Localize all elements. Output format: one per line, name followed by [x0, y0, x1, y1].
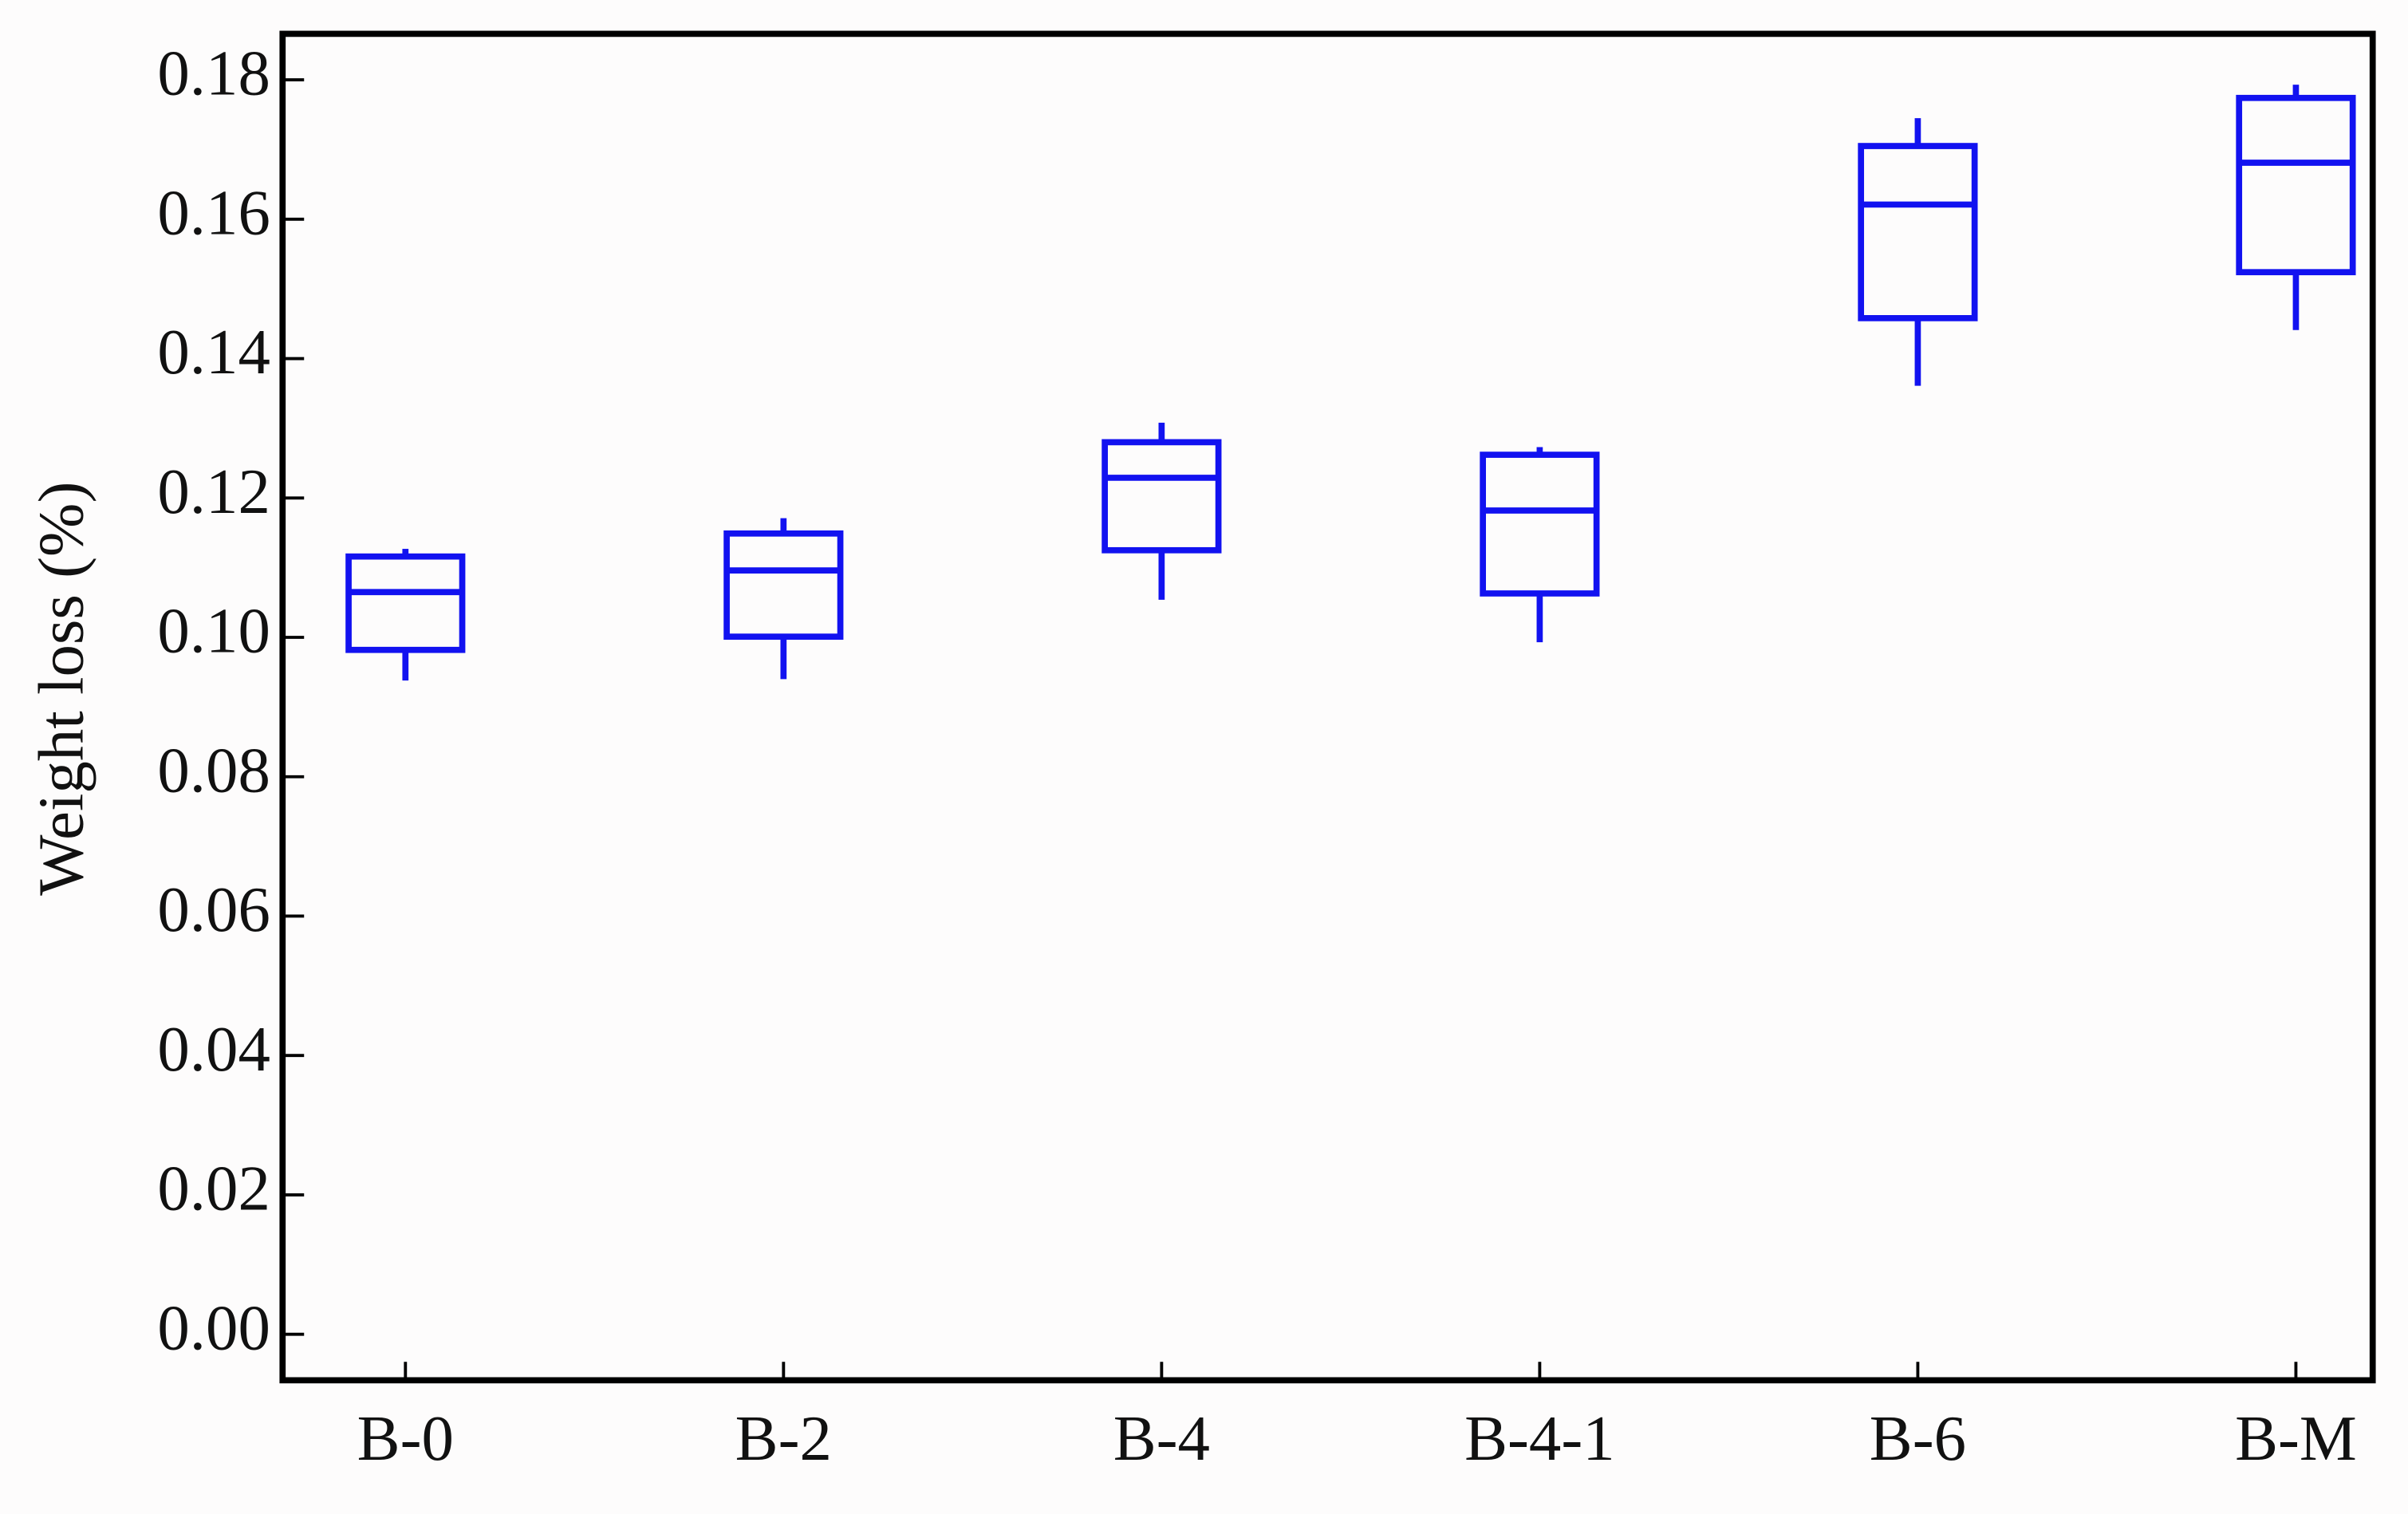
y-tick-label: 0.10: [157, 596, 270, 667]
x-tick-label: B-2: [735, 1403, 832, 1474]
y-tick-label: 0.16: [157, 177, 270, 248]
y-tick-label: 0.00: [157, 1292, 270, 1363]
box: [1480, 451, 1600, 597]
x-tick-label: B-4: [1113, 1403, 1210, 1474]
y-tick-label: 0.14: [157, 317, 270, 388]
y-tick-label: 0.08: [157, 735, 270, 806]
box: [345, 553, 466, 653]
y-tick-label: 0.04: [157, 1014, 270, 1085]
box: [2236, 94, 2356, 276]
x-tick-label: B-6: [1870, 1403, 1966, 1474]
box: [723, 530, 844, 640]
box: [1102, 439, 1222, 554]
x-tick-label: B-0: [357, 1403, 454, 1474]
x-tick-label: B-M: [2235, 1403, 2357, 1474]
box: [1858, 143, 1978, 321]
plot-frame: [279, 30, 2376, 1384]
y-tick-label: 0.02: [157, 1153, 270, 1224]
y-tick-label: 0.18: [157, 38, 270, 109]
y-tick-label: 0.12: [157, 456, 270, 527]
y-axis-label: Weight loss (%): [26, 482, 97, 896]
x-tick-label: B-4-1: [1464, 1403, 1615, 1474]
y-tick-label: 0.06: [157, 874, 270, 945]
